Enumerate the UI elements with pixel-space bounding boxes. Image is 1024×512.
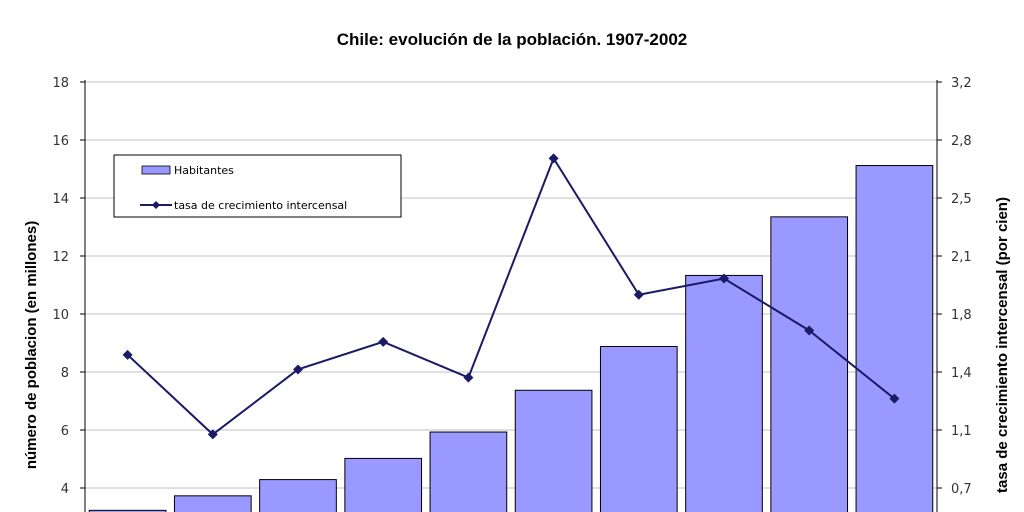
bar <box>259 479 337 512</box>
y2-tick-label: 0,7 <box>951 482 972 497</box>
legend-box <box>113 154 402 218</box>
bar <box>599 345 678 512</box>
line-point <box>463 372 474 383</box>
y-tick-label: 10 <box>52 308 69 323</box>
bar <box>173 495 252 512</box>
line-point <box>889 393 900 404</box>
legend-bar-label: Habitantes <box>174 164 234 177</box>
line-point <box>207 429 218 440</box>
bar <box>770 216 849 512</box>
y-tick-label: 12 <box>52 250 69 265</box>
line-series <box>122 153 900 440</box>
chart-title: Chile: evolución de la población. 1907-2… <box>337 30 688 49</box>
legend-line-label: tasa de crecimiento intercensal <box>174 199 347 212</box>
line-point <box>548 153 559 164</box>
bar <box>429 431 508 512</box>
y2-tick-label: 3,2 <box>951 76 972 91</box>
line-point <box>719 273 729 284</box>
left-ticks: 4 6 8 10 12 14 16 18 <box>52 76 85 497</box>
y-tick-label: 14 <box>52 192 69 207</box>
bar <box>685 274 763 512</box>
y-tick-label: 8 <box>61 366 69 381</box>
y2-tick-label: 2,5 <box>951 192 972 207</box>
y2-tick-label: 1,8 <box>951 308 972 323</box>
y-axis-title: número de poblacion (en millones) <box>23 221 40 469</box>
bar <box>855 165 934 512</box>
y2-axis-title: tasa de crecimiento intercensal (por cie… <box>994 197 1011 493</box>
y-tick-label: 18 <box>52 76 69 91</box>
y2-tick-label: 2,1 <box>951 250 972 265</box>
line-point <box>804 325 815 336</box>
legend-bar-swatch <box>141 165 171 175</box>
bars <box>88 165 934 512</box>
bar <box>344 457 423 512</box>
series-line <box>126 156 896 436</box>
y2-tick-label: 1,1 <box>951 424 972 439</box>
line-point <box>293 364 303 375</box>
y-tick-label: 4 <box>61 482 69 497</box>
y-tick-label: 6 <box>61 424 69 439</box>
legend-line-marker <box>152 201 160 209</box>
y-tick-label: 16 <box>52 134 69 149</box>
line-point <box>122 349 133 360</box>
line-point <box>378 336 389 347</box>
bar <box>88 509 167 512</box>
bar <box>514 389 593 512</box>
line-point <box>633 289 644 300</box>
legend: Habitantes tasa de crecimiento intercens… <box>113 154 402 218</box>
y2-tick-label: 2,8 <box>951 134 972 149</box>
right-ticks: 0,7 1,1 1,4 1,8 2,1 2,5 2,8 3,2 <box>937 76 972 497</box>
y2-tick-label: 1,4 <box>951 366 972 381</box>
